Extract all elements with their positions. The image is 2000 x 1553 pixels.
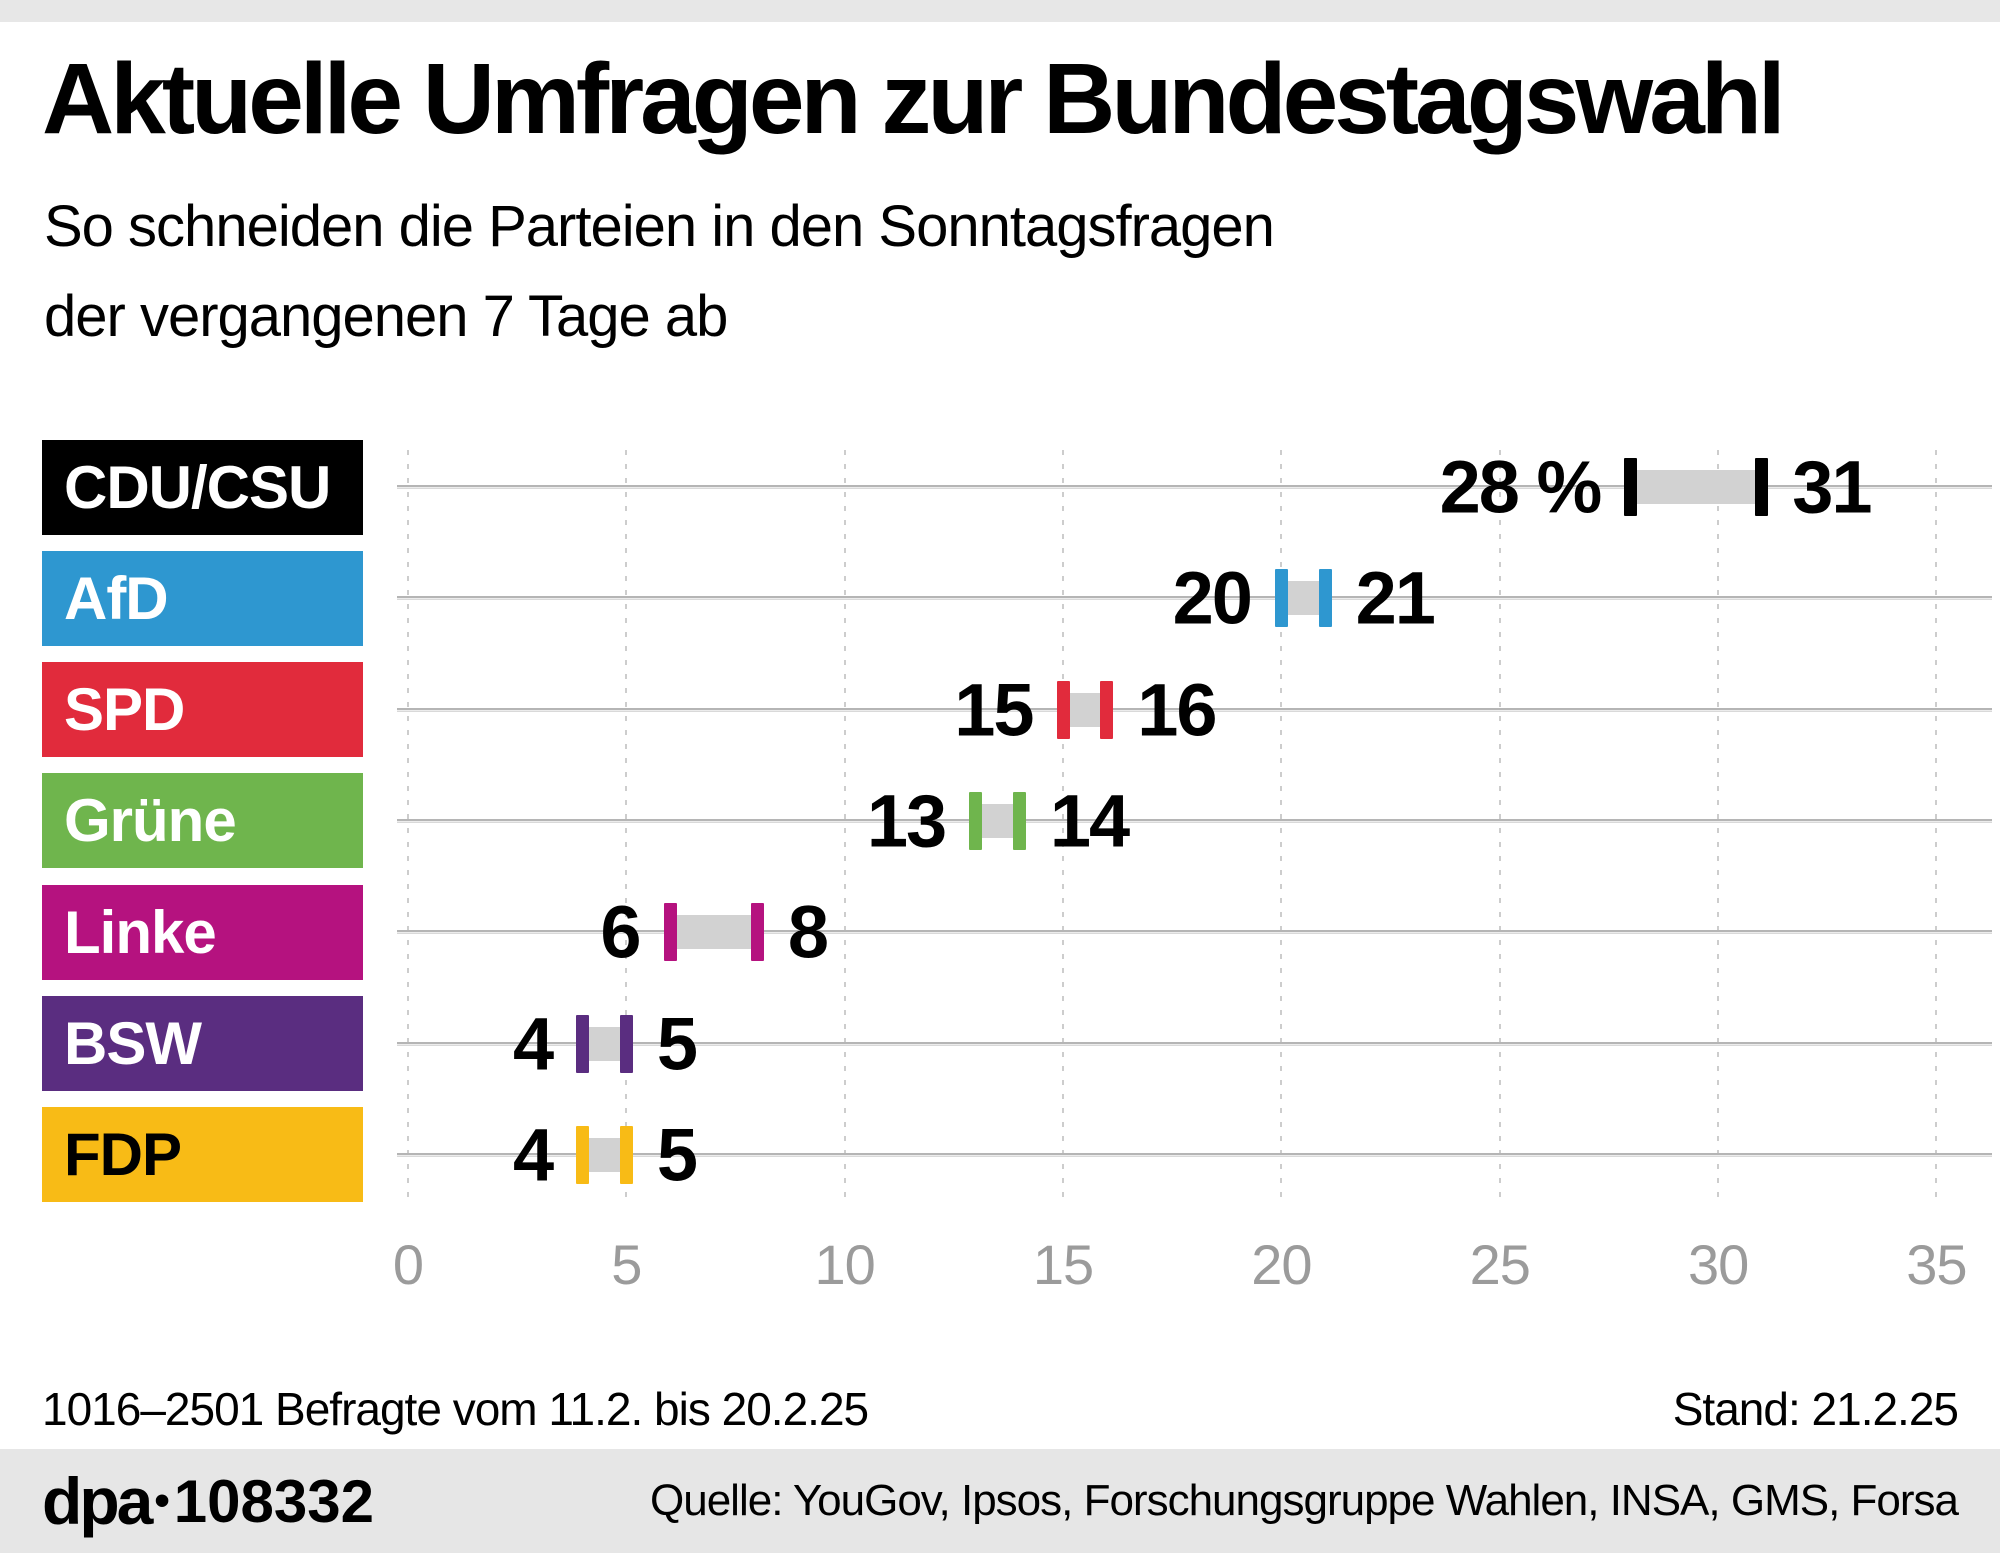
min-value-label-cdu-csu: 28 % [1439,445,1603,529]
range-marker-max-bsw [619,1014,633,1073]
top-strip [0,0,2000,22]
party-label-cdu-csu: CDU/CSU [42,439,363,535]
gridline-x-30 [1717,450,1720,1206]
page-title: Aktuelle Umfragen zur Bundestagswahl [42,43,1786,155]
range-marker-min-linke [663,903,677,962]
dpa-bullet-icon: • [154,1476,170,1525]
party-label-bsw: BSW [42,996,363,1091]
min-value-label-fdp: 4 [513,1113,554,1197]
min-value-label-spd: 15 [954,668,1034,752]
range-bar-linke [670,915,758,950]
gridline-x-5 [625,450,628,1206]
range-marker-min-gruene [969,791,983,850]
row-line-spd [397,707,1992,712]
dpa-credit: dpa • 108332 [42,1463,374,1539]
range-marker-max-spd [1100,680,1114,739]
axis-tick-label-0: 0 [392,1233,424,1296]
range-marker-max-afd [1318,569,1332,628]
range-marker-max-cdu-csu [1755,458,1769,516]
axis-tick-label-15: 15 [1032,1233,1094,1296]
range-marker-min-bsw [576,1014,590,1073]
gridline-x-0 [407,450,409,1206]
range-marker-min-cdu-csu [1624,458,1638,516]
max-value-label-spd: 16 [1137,668,1217,752]
page-subtitle-line1: So schneiden die Parteien in den Sonntag… [44,194,1275,259]
party-label-fdp: FDP [42,1107,363,1203]
gridline-x-35 [1935,450,1938,1206]
min-value-label-afd: 20 [1172,556,1253,640]
axis-tick-label-20: 20 [1251,1233,1312,1296]
sample-note: 1016–2501 Befragte vom 11.2. bis 20.2.25 [42,1383,869,1435]
gridline-x-10 [843,450,846,1206]
party-label-spd: SPD [42,662,363,758]
max-value-label-cdu-csu: 31 [1792,445,1872,529]
axis-tick-label-10: 10 [814,1233,876,1296]
source-note: Quelle: YouGov, Ipsos, Forschungsgruppe … [650,1476,1959,1525]
gridline-x-25 [1498,450,1501,1206]
range-bar-bsw [582,1026,627,1061]
range-marker-max-fdp [619,1125,633,1184]
min-value-label-bsw: 4 [513,1002,554,1085]
party-label-linke: Linke [42,884,363,980]
range-marker-max-gruene [1012,791,1026,850]
range-bar-cdu-csu [1630,470,1762,504]
party-label-afd: AfD [42,550,363,646]
row-line-linke [397,930,1992,935]
range-bar-spd [1063,692,1107,727]
max-value-label-bsw: 5 [656,1002,698,1085]
range-bar-afd [1281,581,1326,616]
axis-tick-label-5: 5 [611,1233,642,1296]
range-bar-fdp [582,1137,627,1172]
max-value-label-linke: 8 [787,890,829,974]
min-value-label-gruene: 13 [866,779,947,863]
page-subtitle-line2: der vergangenen 7 Tage ab [44,284,728,349]
gridline-x-20 [1280,450,1283,1206]
dpa-logo: dpa [42,1464,153,1538]
row-line-gruene [397,818,1992,823]
range-bar-gruene [975,803,1020,838]
graphic-id: 108332 [173,1467,374,1535]
range-marker-min-fdp [576,1125,590,1184]
min-value-label-linke: 6 [600,890,641,974]
axis-tick-label-25: 25 [1469,1233,1531,1296]
party-label-gruene: Grüne [42,773,363,869]
range-marker-min-spd [1056,680,1070,739]
max-value-label-afd: 21 [1355,556,1436,640]
axis-tick-label-30: 30 [1687,1233,1749,1296]
row-line-bsw [397,1041,1992,1046]
row-line-cdu-csu [397,485,1992,489]
max-value-label-gruene: 14 [1049,779,1130,863]
row-line-afd [397,596,1992,601]
row-line-fdp [397,1152,1992,1157]
bottom-bar: dpa • 108332 Quelle: YouGov, Ipsos, Fors… [0,1449,2000,1553]
gridline-x-15 [1062,450,1065,1206]
range-marker-min-afd [1274,569,1288,628]
max-value-label-fdp: 5 [656,1113,698,1197]
range-marker-max-linke [750,903,764,962]
axis-tick-label-35: 35 [1906,1233,1967,1296]
stand-note: Stand: 21.2.25 [1672,1383,1959,1435]
